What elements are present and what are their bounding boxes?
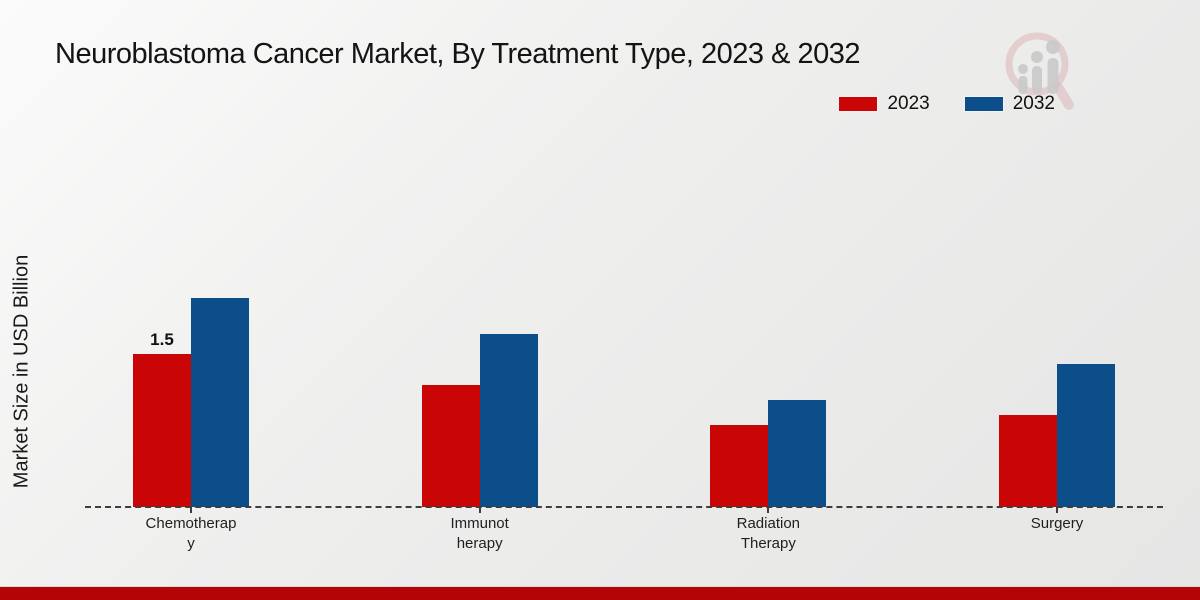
x-tick-label-chemotherapy: Chemotherap y bbox=[145, 515, 237, 552]
x-axis-tick-chemotherapy bbox=[190, 507, 192, 513]
chart-title: Neuroblastoma Cancer Market, By Treatmen… bbox=[55, 38, 860, 70]
bar-2032-immunotherapy bbox=[479, 334, 538, 507]
x-axis-tick-radiation-therapy bbox=[767, 507, 770, 513]
bar-2023-immunotherapy bbox=[421, 385, 480, 507]
legend-label-2023: 2023 bbox=[887, 93, 930, 114]
legend-swatch-2023 bbox=[838, 96, 879, 112]
bar-2032-radiation-therapy bbox=[768, 400, 827, 507]
x-axis-tick-surgery bbox=[1056, 507, 1058, 513]
x-tick-label-surgery: Surgery bbox=[1030, 515, 1084, 532]
x-axis-tick-immunotherapy bbox=[478, 507, 481, 513]
legend-swatch-2032 bbox=[963, 96, 1004, 112]
legend-label-2032: 2032 bbox=[1012, 93, 1055, 114]
x-tick-label-radiation-therapy: Radiation Therapy bbox=[736, 515, 801, 552]
x-tick-label-immunotherapy: Immunot herapy bbox=[450, 515, 509, 552]
y-axis-label: Market Size in USD Billion bbox=[10, 254, 33, 489]
bar-2032-chemotherapy bbox=[191, 298, 249, 507]
legend-item-2032: 2032 bbox=[963, 93, 1055, 115]
magnifier-chart-logo bbox=[1005, 32, 1074, 110]
bar-2032-surgery bbox=[1057, 364, 1115, 507]
bar-2023-radiation-therapy bbox=[710, 425, 769, 507]
footer-accent-bar bbox=[0, 586, 1200, 600]
bar-value-label: 1.5 bbox=[150, 330, 174, 349]
legend-item-2023: 2023 bbox=[838, 93, 930, 115]
chart-legend: 2023 2032 bbox=[838, 93, 1055, 115]
bar-2023-chemotherapy bbox=[133, 354, 191, 507]
x-axis-baseline bbox=[85, 506, 1163, 508]
bar-2023-surgery bbox=[999, 415, 1057, 507]
